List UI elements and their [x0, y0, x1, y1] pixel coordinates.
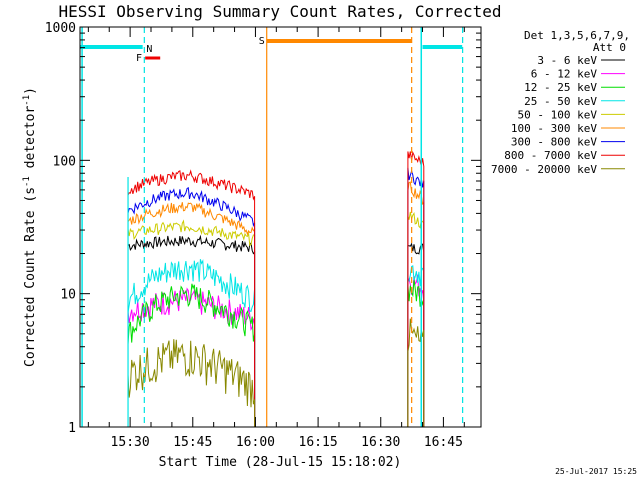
chart-title: HESSI Observing Summary Count Rates, Cor…: [58, 2, 501, 21]
y-tick-label: 1: [68, 421, 76, 436]
x-tick-label: 15:45: [173, 435, 212, 450]
x-axis-label: Start Time (28-Jul-15 15:18:02): [159, 455, 402, 470]
legend-item-label: 12 - 25 keV: [524, 81, 597, 94]
x-tick-label: 15:30: [111, 435, 150, 450]
night-flag-label: N: [146, 44, 152, 55]
legend-header-line2: Att 0: [593, 41, 626, 54]
y-axis-label-main: Corrected Count Rate (s: [23, 187, 38, 367]
series-line-4: [127, 259, 256, 427]
series-line-9: [127, 339, 256, 427]
y-axis-label-close: ): [23, 87, 38, 95]
legend-item-label: 800 - 7000 keV: [504, 149, 597, 162]
x-tick-label: 16:00: [236, 435, 275, 450]
y-axis-label-end: detector: [23, 106, 38, 177]
flare-flag-label: F: [136, 53, 142, 64]
series-line-5: [127, 219, 256, 427]
legend-item-label: 25 - 50 keV: [524, 95, 597, 108]
y-axis-label-sup2: -1: [22, 95, 32, 106]
x-tick-label: 16:45: [424, 435, 463, 450]
y-tick-label: 1000: [45, 21, 76, 36]
x-tick-label: 16:30: [361, 435, 400, 450]
legend-item-label: 100 - 300 keV: [511, 122, 597, 135]
series-line-7: [127, 186, 256, 427]
plot-frame: [79, 26, 482, 428]
legend-header-line1: Det 1,3,5,6,7,9,: [524, 29, 630, 42]
series-line-8: [127, 169, 256, 427]
series-line-3: [127, 283, 256, 427]
legend-item-label: 300 - 800 keV: [511, 136, 597, 149]
saa-flag-label: S: [259, 36, 265, 47]
y-axis-label: Corrected Count Rate (s-1 detector-1): [22, 87, 38, 367]
series-line-1: [127, 234, 256, 427]
y-tick-label: 10: [60, 288, 76, 303]
series-line-6: [127, 202, 256, 427]
y-tick-label: 100: [53, 154, 76, 169]
x-tick-label: 16:15: [299, 435, 338, 450]
legend-item-label: 7000 - 20000 keV: [491, 163, 597, 176]
legend-item-label: 3 - 6 keV: [537, 54, 597, 67]
y-axis-label-sup1: -1: [22, 176, 32, 187]
legend-item-label: 50 - 100 keV: [518, 108, 598, 121]
footer-date: 25-Jul-2017 15:25: [555, 467, 637, 476]
legend-item-label: 6 - 12 keV: [531, 68, 598, 81]
